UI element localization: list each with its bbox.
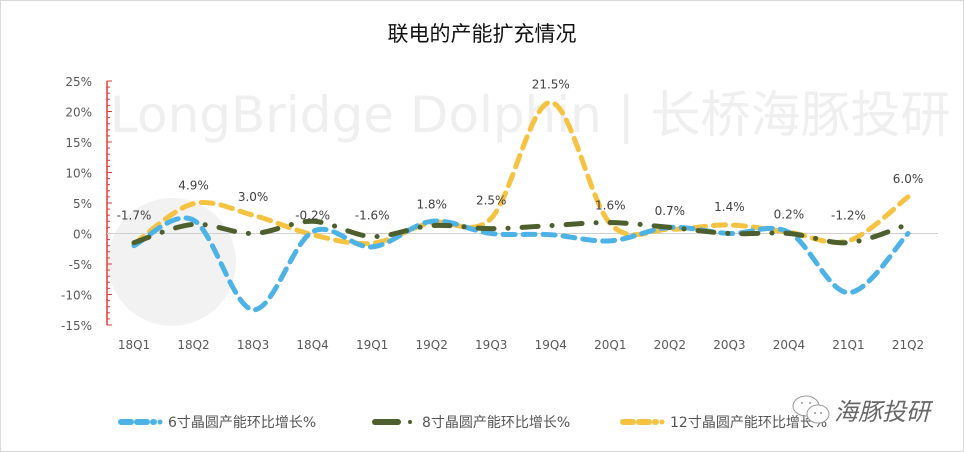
x-tick-label: 18Q2 xyxy=(177,338,209,352)
series-8inch-line xyxy=(131,218,911,246)
x-tick-label: 21Q2 xyxy=(892,338,924,352)
wechat-icon xyxy=(792,395,830,423)
legend-label-12inch: 12寸晶圆产能环比增长% xyxy=(670,415,828,431)
data-label: -1.7% xyxy=(117,209,152,223)
y-tick-label: 20% xyxy=(65,106,92,120)
brand-text: 海豚投研 xyxy=(834,398,930,426)
y-tick-label: -5% xyxy=(69,258,92,272)
data-label: 1.6% xyxy=(595,199,626,213)
data-label: 1.8% xyxy=(416,198,447,212)
legend-item-8inch: 8寸晶圆产能环比增长% xyxy=(372,412,570,432)
x-tick-label: 19Q1 xyxy=(356,338,388,352)
y-tick-label: 25% xyxy=(65,75,92,89)
data-label: 2.5% xyxy=(476,193,507,207)
data-label: -1.2% xyxy=(831,209,866,223)
data-label: 6.0% xyxy=(893,172,924,186)
x-tick-label: 18Q4 xyxy=(296,338,328,352)
wechat-brand-watermark: 海豚投研 xyxy=(790,392,930,427)
x-tick-label: 20Q2 xyxy=(654,338,686,352)
data-label: 1.4% xyxy=(714,200,745,214)
x-tick-label: 21Q1 xyxy=(832,338,864,352)
data-label: 0.7% xyxy=(655,204,686,218)
legend-swatch-6inch-icon xyxy=(118,419,163,425)
y-tick-label: 10% xyxy=(65,167,92,181)
legend-swatch-12inch-icon xyxy=(620,419,665,425)
legend-label-8inch: 8寸晶圆产能环比增长% xyxy=(422,415,571,431)
data-label: 3.0% xyxy=(238,190,269,204)
data-label: 0.2% xyxy=(774,207,805,221)
y-tick-label: -10% xyxy=(61,289,92,303)
legend-label-6inch: 6寸晶圆产能环比增长% xyxy=(168,415,317,431)
y-tick-label: 15% xyxy=(65,136,92,150)
x-tick-label: 18Q1 xyxy=(118,338,150,352)
x-tick-label: 19Q4 xyxy=(535,338,567,352)
data-label: 21.5% xyxy=(532,77,570,91)
y-tick-label: 5% xyxy=(73,197,92,211)
chart-title: 联电的产能扩充情况 xyxy=(387,22,577,46)
legend-swatch-8inch-icon xyxy=(372,419,412,425)
data-label: -0.2% xyxy=(295,209,330,223)
legend-item-6inch: 6寸晶圆产能环比增长% xyxy=(118,412,316,432)
x-tick-label: 18Q3 xyxy=(237,338,269,352)
legend-item-12inch: 12寸晶圆产能环比增长% xyxy=(620,412,827,432)
x-tick-label: 20Q1 xyxy=(594,338,626,352)
x-tick-label: 20Q4 xyxy=(773,338,805,352)
data-label: -1.6% xyxy=(355,209,390,223)
watermark-text: LongBridge Dolphin | 长桥海豚投研 xyxy=(110,86,951,144)
y-tick-label: 0% xyxy=(73,228,92,242)
y-tick-label: -15% xyxy=(61,319,92,333)
x-tick-label: 19Q2 xyxy=(416,338,448,352)
legend: 6寸晶圆产能环比增长% 8寸晶圆产能环比增长% 12寸晶圆产能环比增长% xyxy=(0,412,964,434)
data-label: 4.9% xyxy=(178,179,209,193)
x-tick-label: 20Q3 xyxy=(713,338,745,352)
x-tick-label: 19Q3 xyxy=(475,338,507,352)
